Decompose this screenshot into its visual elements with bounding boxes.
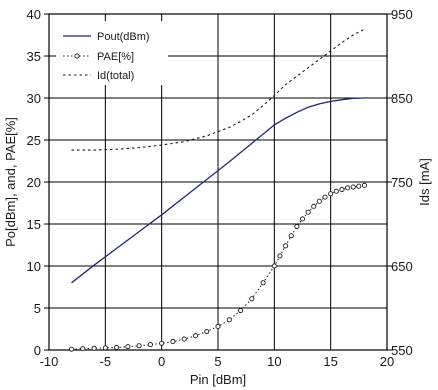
series-1-point bbox=[170, 339, 176, 345]
series-1-point bbox=[80, 346, 86, 352]
ticks-layer: -10 -5 0 5 10 15 20 0 5 10 15 20 25 30 35 40 550 650 750 85… bbox=[27, 7, 413, 369]
x-axis-title: Pin [dBm] bbox=[190, 372, 246, 387]
series-1-point bbox=[283, 243, 289, 249]
y-right-tick-label: 550 bbox=[391, 343, 413, 358]
series-1-point bbox=[226, 317, 232, 323]
series-1-point bbox=[345, 185, 351, 191]
series-1-point bbox=[68, 346, 75, 352]
y-left-axis-title: Po[dBm], and, PAE[%] bbox=[3, 117, 18, 247]
series-1-point bbox=[333, 188, 339, 194]
series-1-point bbox=[136, 343, 142, 349]
series-0-line bbox=[71, 97, 365, 284]
series-1-point bbox=[204, 328, 210, 335]
legend-label-id: Id(total) bbox=[97, 70, 134, 82]
y-right-tick-label: 850 bbox=[391, 91, 413, 106]
y-right-tick-label: 650 bbox=[391, 259, 413, 274]
series-1-point bbox=[322, 194, 328, 200]
series-1-point bbox=[328, 191, 334, 197]
series-1-point bbox=[350, 184, 356, 190]
legend: Pout(dBm) PAE[%] Id(total) bbox=[56, 21, 168, 85]
x-tick-label: 20 bbox=[380, 354, 394, 369]
series-1-point bbox=[356, 183, 362, 189]
legend-label-pae: PAE[%] bbox=[97, 51, 134, 63]
series-1-point bbox=[294, 223, 300, 230]
series-1-point bbox=[305, 209, 311, 215]
x-tick-label: 10 bbox=[267, 354, 281, 369]
x-tick-label: 0 bbox=[158, 354, 165, 369]
series-1-point bbox=[311, 203, 317, 209]
series-1-point bbox=[260, 280, 266, 286]
series-layer bbox=[68, 28, 368, 352]
y-left-tick-label: 35 bbox=[27, 49, 41, 64]
series-1-point bbox=[249, 296, 255, 302]
y-left-tick-label: 10 bbox=[27, 259, 41, 274]
x-tick-label: -10 bbox=[40, 354, 59, 369]
y-left-tick-label: 40 bbox=[27, 7, 41, 22]
series-1-point bbox=[147, 341, 153, 348]
legend-box bbox=[56, 21, 168, 85]
legend-marker-pae bbox=[74, 53, 80, 59]
series-1-point bbox=[215, 323, 221, 330]
x-tick-label: 5 bbox=[214, 354, 221, 369]
series-2-line bbox=[71, 28, 365, 151]
x-tick-label: -5 bbox=[100, 354, 112, 369]
y-right-tick-label: 750 bbox=[391, 175, 413, 190]
series-1-point bbox=[91, 345, 97, 351]
series-1-point bbox=[316, 198, 322, 204]
y-left-tick-label: 0 bbox=[34, 343, 41, 358]
y-left-tick-label: 25 bbox=[27, 133, 41, 148]
y-left-tick-label: 30 bbox=[27, 91, 41, 106]
legend-label-pout: Pout(dBm) bbox=[97, 31, 150, 43]
y-left-tick-label: 15 bbox=[27, 217, 41, 232]
series-1-point bbox=[237, 307, 244, 314]
series-1-point bbox=[192, 333, 199, 339]
series-1-point bbox=[277, 253, 283, 259]
series-1-point bbox=[271, 263, 277, 269]
series-1-point bbox=[114, 344, 120, 351]
series-1-point bbox=[299, 216, 306, 222]
series-1-point bbox=[339, 187, 345, 193]
y-left-tick-label: 20 bbox=[27, 175, 41, 190]
y-right-axis-title: Ids [mA] bbox=[417, 158, 432, 206]
series-1-point bbox=[102, 345, 108, 351]
series-1-point bbox=[288, 233, 294, 239]
series-1-point bbox=[181, 336, 187, 342]
y-right-tick-label: 950 bbox=[391, 7, 413, 22]
x-tick-label: 15 bbox=[323, 354, 337, 369]
series-1-point bbox=[361, 182, 368, 188]
series-1-point bbox=[125, 344, 131, 350]
y-left-tick-label: 5 bbox=[34, 301, 41, 316]
series-1-point bbox=[159, 340, 165, 346]
